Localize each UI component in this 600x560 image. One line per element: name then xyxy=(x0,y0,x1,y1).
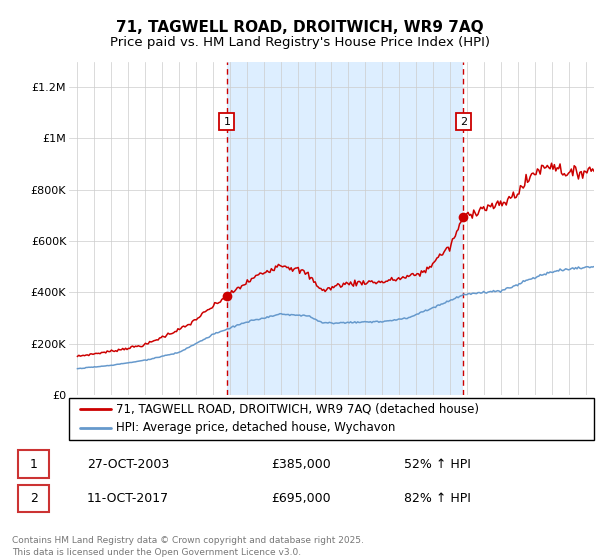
Text: 82% ↑ HPI: 82% ↑ HPI xyxy=(404,492,470,505)
Bar xyxy=(227,62,463,395)
Text: 2: 2 xyxy=(29,492,38,505)
Text: 2: 2 xyxy=(460,116,467,127)
Text: Price paid vs. HM Land Registry's House Price Index (HPI): Price paid vs. HM Land Registry's House … xyxy=(110,36,490,49)
Text: 27-OCT-2003: 27-OCT-2003 xyxy=(87,458,169,470)
Bar xyxy=(18,484,49,512)
Text: £385,000: £385,000 xyxy=(271,458,331,470)
Text: 1: 1 xyxy=(29,458,38,470)
Text: 1: 1 xyxy=(223,116,230,127)
Bar xyxy=(18,450,49,478)
Text: HPI: Average price, detached house, Wychavon: HPI: Average price, detached house, Wych… xyxy=(116,421,395,435)
Text: 71, TAGWELL ROAD, DROITWICH, WR9 7AQ (detached house): 71, TAGWELL ROAD, DROITWICH, WR9 7AQ (de… xyxy=(116,403,479,416)
Text: Contains HM Land Registry data © Crown copyright and database right 2025.
This d: Contains HM Land Registry data © Crown c… xyxy=(12,536,364,557)
Text: 52% ↑ HPI: 52% ↑ HPI xyxy=(404,458,470,470)
Text: 11-OCT-2017: 11-OCT-2017 xyxy=(87,492,169,505)
Text: 71, TAGWELL ROAD, DROITWICH, WR9 7AQ: 71, TAGWELL ROAD, DROITWICH, WR9 7AQ xyxy=(116,20,484,35)
Text: £695,000: £695,000 xyxy=(271,492,331,505)
